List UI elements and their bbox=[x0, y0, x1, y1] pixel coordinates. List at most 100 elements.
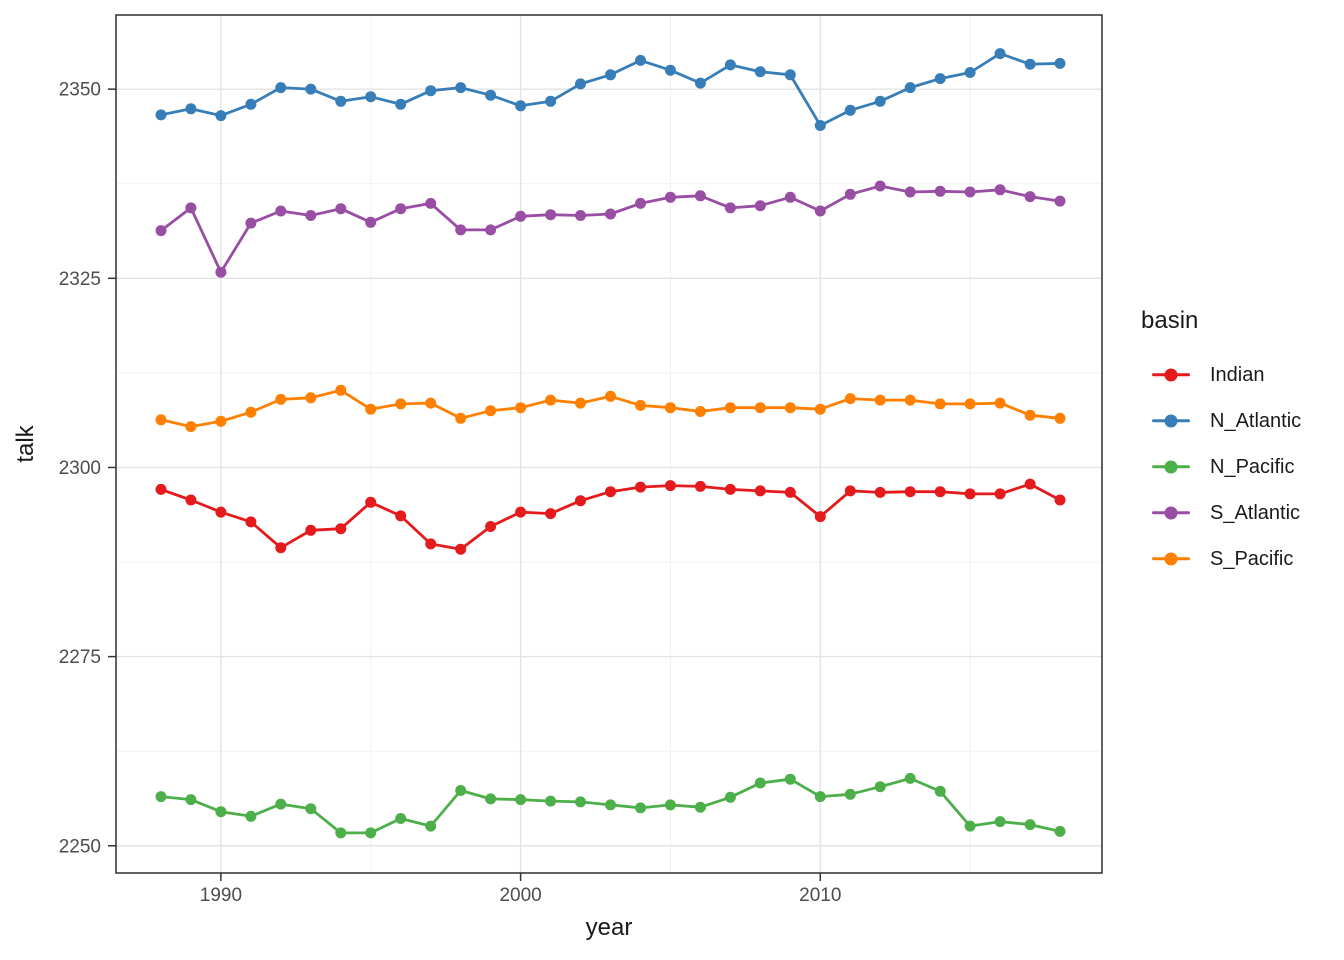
panel-border bbox=[115, 14, 1103, 874]
data-point-S_Pacific bbox=[245, 406, 257, 418]
data-point-N_Atlantic bbox=[515, 100, 527, 112]
x-tick-label: 2000 bbox=[499, 885, 541, 906]
data-point-S_Atlantic bbox=[155, 225, 167, 237]
data-point-N_Atlantic bbox=[784, 69, 796, 81]
data-point-N_Pacific bbox=[605, 799, 616, 811]
line-dot-key-icon bbox=[1152, 360, 1190, 390]
data-point-S_Pacific bbox=[485, 405, 497, 417]
data-point-Indian bbox=[784, 486, 796, 498]
data-point-S_Atlantic bbox=[934, 185, 946, 197]
data-point-N_Pacific bbox=[754, 777, 766, 789]
data-point-N_Atlantic bbox=[365, 91, 377, 103]
data-point-N_Pacific bbox=[724, 791, 736, 803]
data-point-S_Pacific bbox=[425, 397, 437, 409]
data-point-Indian bbox=[365, 496, 377, 508]
data-point-S_Pacific bbox=[754, 402, 766, 414]
data-point-N_Atlantic bbox=[1054, 57, 1066, 69]
data-point-S_Atlantic bbox=[455, 224, 467, 236]
line-dot-key-icon bbox=[1152, 544, 1190, 574]
x-tick-label: 1990 bbox=[200, 885, 242, 906]
data-point-N_Pacific bbox=[934, 785, 946, 797]
data-point-S_Atlantic bbox=[664, 191, 676, 203]
data-point-Indian bbox=[994, 488, 1006, 500]
data-point-S_Atlantic bbox=[724, 202, 736, 214]
y-tick-label: 2325 bbox=[59, 269, 101, 290]
data-point-Indian bbox=[814, 511, 826, 523]
data-point-N_Atlantic bbox=[155, 109, 167, 121]
data-point-S_Atlantic bbox=[784, 191, 796, 203]
data-point-N_Atlantic bbox=[425, 85, 437, 97]
data-point-Indian bbox=[485, 521, 497, 532]
x-tick-label: 2010 bbox=[799, 885, 841, 906]
data-point-N_Atlantic bbox=[664, 64, 676, 76]
data-point-S_Atlantic bbox=[605, 208, 616, 220]
data-point-S_Atlantic bbox=[485, 224, 497, 236]
data-point-N_Atlantic bbox=[724, 59, 736, 71]
legend-label: S_Atlantic bbox=[1210, 501, 1301, 524]
data-point-Indian bbox=[964, 488, 976, 500]
data-point-Indian bbox=[1054, 494, 1066, 506]
data-point-N_Pacific bbox=[335, 827, 347, 839]
data-point-S_Pacific bbox=[275, 393, 287, 405]
data-point-N_Pacific bbox=[245, 810, 257, 822]
data-point-Indian bbox=[335, 523, 347, 535]
data-point-N_Atlantic bbox=[485, 89, 497, 101]
data-point-Indian bbox=[754, 485, 766, 497]
data-point-N_Atlantic bbox=[215, 110, 227, 122]
data-point-S_Pacific bbox=[455, 412, 467, 424]
data-point-S_Atlantic bbox=[545, 209, 557, 221]
data-point-N_Pacific bbox=[694, 801, 706, 813]
data-point-Indian bbox=[844, 485, 856, 497]
data-point-S_Pacific bbox=[844, 393, 856, 405]
line-dot-key-icon bbox=[1152, 452, 1190, 482]
data-point-Indian bbox=[1024, 478, 1036, 490]
data-point-Indian bbox=[694, 480, 706, 492]
data-point-N_Atlantic bbox=[395, 98, 407, 110]
data-point-Indian bbox=[934, 486, 946, 498]
legend-item-s-atlantic: S_Atlantic bbox=[1141, 498, 1341, 528]
data-point-S_Atlantic bbox=[425, 197, 437, 209]
data-point-N_Atlantic bbox=[605, 69, 616, 81]
data-point-N_Pacific bbox=[994, 816, 1006, 828]
data-point-S_Pacific bbox=[814, 403, 826, 415]
data-point-S_Atlantic bbox=[335, 203, 347, 215]
data-point-N_Atlantic bbox=[575, 78, 586, 90]
data-point-N_Pacific bbox=[575, 796, 586, 808]
y-tick-label: 2300 bbox=[59, 458, 101, 479]
data-point-S_Pacific bbox=[605, 390, 616, 402]
data-point-S_Atlantic bbox=[575, 210, 586, 221]
data-point-N_Atlantic bbox=[635, 54, 646, 66]
data-point-S_Pacific bbox=[694, 406, 706, 417]
data-point-N_Pacific bbox=[844, 788, 856, 800]
data-point-S_Pacific bbox=[934, 398, 946, 410]
data-point-S_Pacific bbox=[994, 397, 1006, 409]
data-point-S_Atlantic bbox=[814, 205, 826, 217]
data-point-S_Pacific bbox=[724, 402, 736, 414]
data-point-N_Pacific bbox=[455, 785, 467, 796]
data-point-N_Pacific bbox=[515, 794, 527, 806]
data-point-S_Atlantic bbox=[185, 202, 197, 214]
data-point-Indian bbox=[455, 543, 467, 555]
legend-item-indian: Indian bbox=[1141, 360, 1341, 390]
data-point-N_Pacific bbox=[275, 798, 287, 810]
data-point-S_Pacific bbox=[664, 402, 676, 414]
data-point-S_Atlantic bbox=[694, 190, 706, 202]
data-point-N_Pacific bbox=[784, 773, 796, 785]
legend-item-n-atlantic: N_Atlantic bbox=[1141, 406, 1341, 436]
data-point-S_Atlantic bbox=[245, 217, 257, 229]
line-dot-key-icon bbox=[1152, 406, 1190, 436]
data-point-S_Atlantic bbox=[365, 216, 377, 228]
data-point-N_Pacific bbox=[664, 799, 676, 811]
data-point-Indian bbox=[664, 480, 676, 492]
legend-label: N_Pacific bbox=[1210, 455, 1295, 478]
data-point-N_Atlantic bbox=[455, 82, 467, 94]
data-point-N_Atlantic bbox=[1024, 58, 1036, 70]
data-point-S_Atlantic bbox=[904, 186, 916, 198]
data-point-S_Atlantic bbox=[275, 205, 287, 217]
legend-label: S_Pacific bbox=[1210, 547, 1294, 570]
data-point-S_Atlantic bbox=[844, 188, 856, 200]
data-point-N_Pacific bbox=[155, 791, 167, 803]
data-point-Indian bbox=[874, 486, 886, 498]
